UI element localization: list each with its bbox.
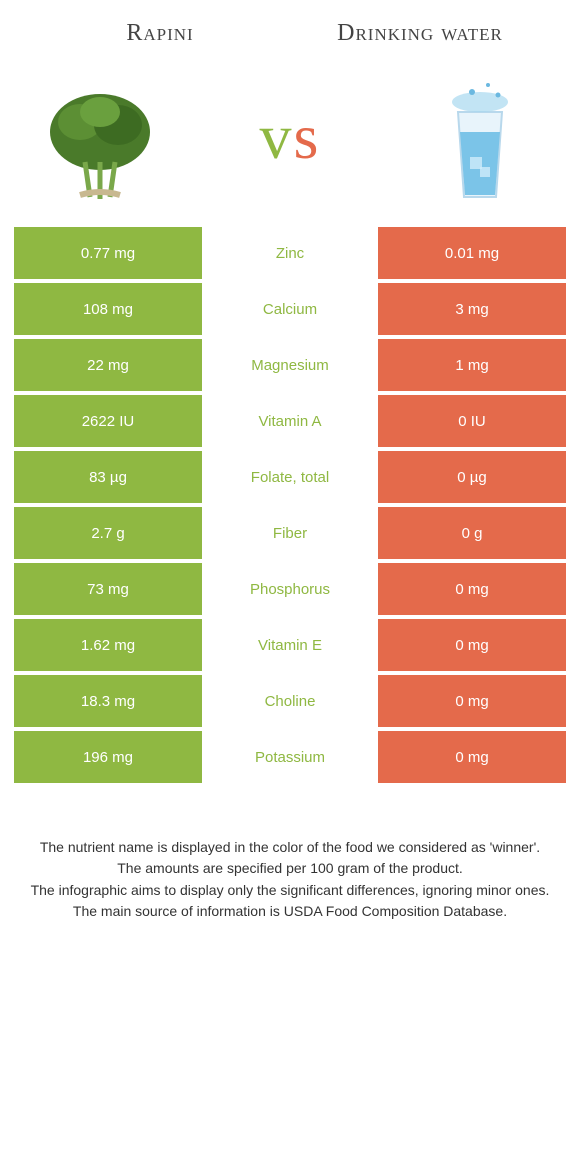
vs-s-letter: s [294, 100, 321, 174]
nutrient-label: Potassium [202, 731, 378, 783]
left-value: 18.3 mg [14, 675, 202, 727]
table-row: 83 µgFolate, total0 µg [14, 451, 566, 503]
table-row: 2.7 gFiber0 g [14, 507, 566, 559]
water-image [410, 67, 550, 207]
right-value: 0 mg [378, 619, 566, 671]
right-food-title: Drinking water [290, 20, 550, 47]
left-value: 73 mg [14, 563, 202, 615]
vs-label: vs [260, 100, 321, 174]
nutrient-label: Phosphorus [202, 563, 378, 615]
table-row: 0.77 mgZinc0.01 mg [14, 227, 566, 279]
footnotes: The nutrient name is displayed in the co… [0, 787, 580, 921]
nutrient-label: Vitamin E [202, 619, 378, 671]
footnote-line: The main source of information is USDA F… [28, 901, 552, 921]
table-row: 73 mgPhosphorus0 mg [14, 563, 566, 615]
right-value: 0 g [378, 507, 566, 559]
table-row: 2622 IUVitamin A0 IU [14, 395, 566, 447]
right-value: 0 mg [378, 675, 566, 727]
left-value: 0.77 mg [14, 227, 202, 279]
left-value: 2622 IU [14, 395, 202, 447]
nutrient-label: Calcium [202, 283, 378, 335]
nutrient-label: Folate, total [202, 451, 378, 503]
left-value: 22 mg [14, 339, 202, 391]
comparison-table: 0.77 mgZinc0.01 mg108 mgCalcium3 mg22 mg… [0, 227, 580, 783]
nutrient-label: Choline [202, 675, 378, 727]
left-value: 1.62 mg [14, 619, 202, 671]
table-row: 1.62 mgVitamin E0 mg [14, 619, 566, 671]
right-value: 0 µg [378, 451, 566, 503]
left-value: 2.7 g [14, 507, 202, 559]
left-food-title: Rapini [30, 20, 290, 47]
right-value: 0 mg [378, 563, 566, 615]
footnote-line: The nutrient name is displayed in the co… [28, 837, 552, 857]
nutrient-label: Magnesium [202, 339, 378, 391]
nutrient-label: Zinc [202, 227, 378, 279]
header: Rapini Drinking water [0, 0, 580, 57]
right-value: 0 IU [378, 395, 566, 447]
rapini-image [30, 67, 170, 207]
footnote-line: The amounts are specified per 100 gram o… [28, 858, 552, 878]
right-value: 0 mg [378, 731, 566, 783]
table-row: 18.3 mgCholine0 mg [14, 675, 566, 727]
left-value: 196 mg [14, 731, 202, 783]
nutrient-label: Fiber [202, 507, 378, 559]
left-value: 108 mg [14, 283, 202, 335]
vs-row: vs [0, 57, 580, 227]
nutrient-label: Vitamin A [202, 395, 378, 447]
right-value: 0.01 mg [378, 227, 566, 279]
vs-v-letter: v [260, 100, 294, 174]
table-row: 108 mgCalcium3 mg [14, 283, 566, 335]
right-value: 3 mg [378, 283, 566, 335]
table-row: 196 mgPotassium0 mg [14, 731, 566, 783]
footnote-line: The infographic aims to display only the… [28, 880, 552, 900]
right-value: 1 mg [378, 339, 566, 391]
left-value: 83 µg [14, 451, 202, 503]
table-row: 22 mgMagnesium1 mg [14, 339, 566, 391]
